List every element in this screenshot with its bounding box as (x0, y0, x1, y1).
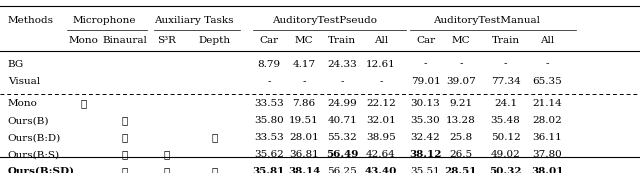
Text: MC: MC (294, 35, 314, 44)
Text: 43.40: 43.40 (365, 167, 397, 173)
Text: -: - (267, 77, 271, 86)
Text: 28.02: 28.02 (532, 116, 562, 125)
Text: Auxiliary Tasks: Auxiliary Tasks (154, 16, 234, 25)
Text: 24.33: 24.33 (328, 60, 357, 69)
Text: 12.61: 12.61 (366, 60, 396, 69)
Text: 22.12: 22.12 (366, 99, 396, 108)
Text: 79.01: 79.01 (411, 77, 440, 86)
Text: 28.51: 28.51 (445, 167, 477, 173)
Text: Train: Train (328, 35, 356, 44)
Text: ✓: ✓ (122, 133, 128, 142)
Text: 30.13: 30.13 (411, 99, 440, 108)
Text: 38.14: 38.14 (288, 167, 320, 173)
Text: 42.64: 42.64 (366, 150, 396, 159)
Text: Mono: Mono (68, 35, 98, 44)
Text: ✓: ✓ (163, 167, 170, 173)
Text: Ours(B): Ours(B) (8, 116, 49, 125)
Text: 28.01: 28.01 (289, 133, 319, 142)
Text: Car: Car (416, 35, 435, 44)
Text: 35.51: 35.51 (411, 167, 440, 173)
Text: 32.01: 32.01 (366, 116, 396, 125)
Text: AuditoryTestManual: AuditoryTestManual (433, 16, 540, 25)
Text: Binaural: Binaural (102, 35, 147, 44)
Text: ✓: ✓ (122, 116, 128, 125)
Text: 35.80: 35.80 (254, 116, 284, 125)
Text: 36.81: 36.81 (289, 150, 319, 159)
Text: ✓: ✓ (211, 167, 218, 173)
Text: 24.99: 24.99 (328, 99, 357, 108)
Text: 37.80: 37.80 (532, 150, 562, 159)
Text: Microphone: Microphone (72, 16, 136, 25)
Text: Depth: Depth (198, 35, 230, 44)
Text: 35.48: 35.48 (491, 116, 520, 125)
Text: 65.35: 65.35 (532, 77, 562, 86)
Text: -: - (424, 60, 428, 69)
Text: 35.81: 35.81 (253, 167, 285, 173)
Text: 9.21: 9.21 (449, 99, 472, 108)
Text: ✓: ✓ (80, 99, 86, 108)
Text: ✓: ✓ (122, 167, 128, 173)
Text: BG: BG (8, 60, 24, 69)
Text: Mono: Mono (8, 99, 38, 108)
Text: 13.28: 13.28 (446, 116, 476, 125)
Text: 38.95: 38.95 (366, 133, 396, 142)
Text: -: - (545, 60, 549, 69)
Text: 55.32: 55.32 (328, 133, 357, 142)
Text: 56.25: 56.25 (328, 167, 357, 173)
Text: 77.34: 77.34 (491, 77, 520, 86)
Text: ✓: ✓ (122, 150, 128, 159)
Text: ✓: ✓ (211, 133, 218, 142)
Text: 38.12: 38.12 (410, 150, 442, 159)
Text: 4.17: 4.17 (292, 60, 316, 69)
Text: Ours(B:D): Ours(B:D) (8, 133, 61, 142)
Text: -: - (302, 77, 306, 86)
Text: -: - (504, 60, 508, 69)
Text: -: - (340, 77, 344, 86)
Text: 49.02: 49.02 (491, 150, 520, 159)
Text: -: - (379, 77, 383, 86)
Text: 50.32: 50.32 (490, 167, 522, 173)
Text: Train: Train (492, 35, 520, 44)
Text: AuditoryTestPseudo: AuditoryTestPseudo (272, 16, 378, 25)
Text: 38.01: 38.01 (531, 167, 563, 173)
Text: All: All (374, 35, 388, 44)
Text: 40.71: 40.71 (328, 116, 357, 125)
Text: 19.51: 19.51 (289, 116, 319, 125)
Text: 39.07: 39.07 (446, 77, 476, 86)
Text: Ours(B:SD): Ours(B:SD) (8, 167, 75, 173)
Text: 35.62: 35.62 (254, 150, 284, 159)
Text: 36.11: 36.11 (532, 133, 562, 142)
Text: -: - (459, 60, 463, 69)
Text: S³R: S³R (157, 35, 176, 44)
Text: 35.30: 35.30 (411, 116, 440, 125)
Text: Ours(B:S): Ours(B:S) (8, 150, 60, 159)
Text: Methods: Methods (8, 16, 54, 25)
Text: 25.8: 25.8 (449, 133, 472, 142)
Text: 33.53: 33.53 (254, 99, 284, 108)
Text: 56.49: 56.49 (326, 150, 358, 159)
Text: Visual: Visual (8, 77, 40, 86)
Text: ✓: ✓ (163, 150, 170, 159)
Text: 26.5: 26.5 (449, 150, 472, 159)
Text: 50.12: 50.12 (491, 133, 520, 142)
Text: 7.86: 7.86 (292, 99, 316, 108)
Text: 21.14: 21.14 (532, 99, 562, 108)
Text: MC: MC (451, 35, 470, 44)
Text: Car: Car (259, 35, 278, 44)
Text: All: All (540, 35, 554, 44)
Text: 8.79: 8.79 (257, 60, 280, 69)
Text: 32.42: 32.42 (411, 133, 440, 142)
Text: 24.1: 24.1 (494, 99, 517, 108)
Text: 33.53: 33.53 (254, 133, 284, 142)
